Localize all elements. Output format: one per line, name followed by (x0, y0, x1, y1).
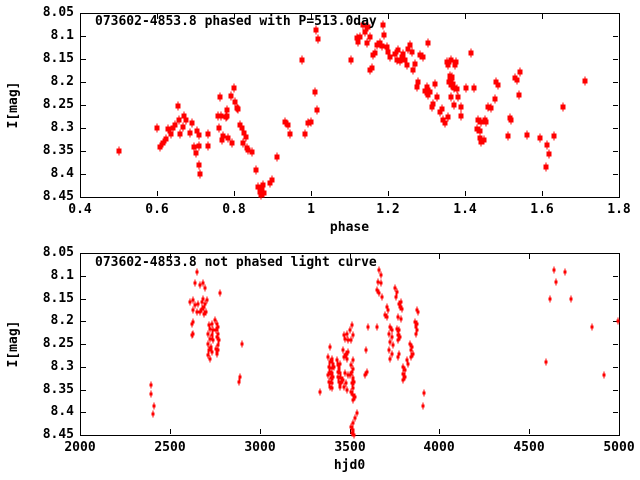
x-tick-label: 5000 (603, 440, 635, 455)
y-tick-label: 8.05 (42, 5, 74, 20)
top-plot-xlabel: phase (329, 220, 370, 235)
x-tick-label: 4000 (423, 440, 455, 455)
y-tick-label: 8.25 (42, 97, 74, 112)
bottom-plot-title: 073602-4853.8 not phased light curve (95, 255, 377, 270)
y-tick-label: 8.2 (50, 313, 74, 328)
y-tick-label: 8.45 (42, 189, 74, 204)
x-tick-label: 1.6 (530, 202, 554, 217)
x-tick-label: 4500 (513, 440, 545, 455)
x-tick-label: 1.8 (607, 202, 631, 217)
y-tick-label: 8.4 (50, 404, 74, 419)
y-tick-label: 8.3 (50, 120, 74, 135)
y-tick-label: 8.45 (42, 427, 74, 442)
top-plot-title: 073602-4853.8 phased with P=513.0day (95, 14, 377, 29)
x-tick-label: 0.4 (68, 202, 92, 217)
y-tick-label: 8.25 (42, 336, 74, 351)
x-tick-label: 1 (307, 202, 315, 217)
y-tick-label: 8.35 (42, 382, 74, 397)
data-points-series-1 (149, 266, 620, 439)
y-tick-label: 8.35 (42, 143, 74, 158)
x-tick-label: 2500 (154, 440, 186, 455)
x-tick-label: 0.6 (145, 202, 169, 217)
x-tick-label: 0.8 (222, 202, 246, 217)
x-tick-label: 1.2 (376, 202, 400, 217)
plot-border (80, 253, 620, 436)
x-tick-label: 1.4 (453, 202, 477, 217)
y-tick-label: 8.1 (50, 28, 74, 43)
data-points-series-0 (116, 20, 588, 200)
plot-border (80, 13, 620, 198)
y-tick-label: 8.1 (50, 268, 74, 283)
top-plot-ylabel: I[mag] (6, 81, 21, 129)
x-tick-label: 3500 (334, 440, 366, 455)
bottom-plot-ylabel: I[mag] (6, 320, 21, 368)
y-tick-label: 8.15 (42, 51, 74, 66)
y-tick-label: 8.4 (50, 166, 74, 181)
x-tick-label: 3000 (244, 440, 276, 455)
y-tick-label: 8.05 (42, 245, 74, 260)
bottom-plot-xlabel: hjd0 (333, 458, 366, 473)
y-tick-label: 8.3 (50, 359, 74, 374)
y-tick-label: 8.2 (50, 74, 74, 89)
y-tick-label: 8.15 (42, 291, 74, 306)
x-tick-label: 2000 (64, 440, 96, 455)
